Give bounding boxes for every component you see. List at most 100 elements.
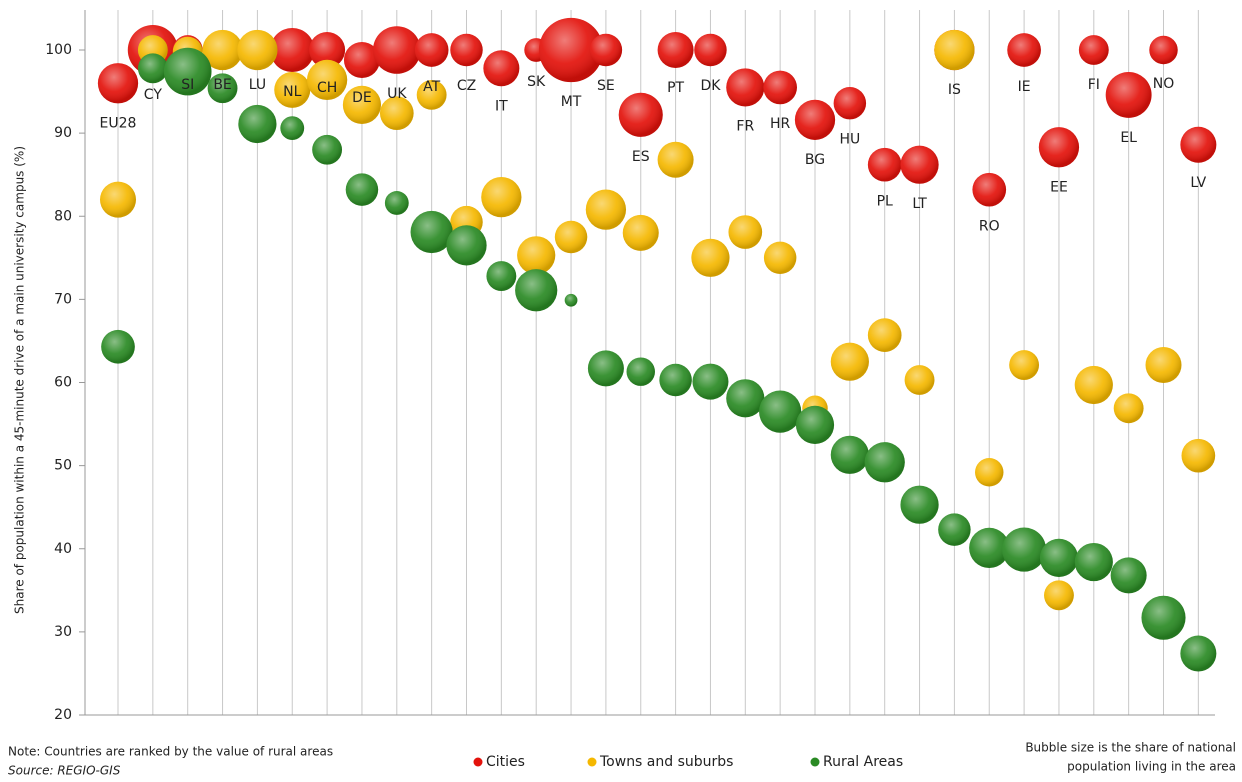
category-label: IE — [1018, 79, 1031, 95]
bubble-highlight — [1181, 438, 1216, 473]
bubble-highlight — [938, 513, 971, 546]
bubble-highlight — [1038, 127, 1080, 168]
bubble-highlight — [622, 214, 659, 251]
category-label: FR — [736, 118, 754, 134]
bubble-highlight — [372, 26, 421, 74]
bubble-highlight — [900, 145, 939, 184]
bubble-highlight — [1149, 35, 1178, 65]
bubble-highlight — [306, 59, 348, 101]
category-label: EE — [1050, 179, 1068, 195]
category-label: LU — [249, 77, 266, 93]
bubble-highlight — [207, 73, 238, 104]
bubble-highlight — [830, 435, 869, 474]
bubble-highlight — [238, 104, 277, 144]
category-label: BE — [213, 77, 231, 93]
bubble-highlight — [763, 70, 797, 105]
bubble-highlight — [830, 342, 869, 381]
y-axis-title: Share of population within a 45-minute d… — [13, 146, 27, 614]
bubble-highlight — [1009, 350, 1040, 380]
category-label: HR — [770, 116, 791, 132]
legend-marker — [473, 757, 483, 767]
y-tick-label: 20 — [54, 707, 72, 723]
bubble-highlight — [1007, 33, 1041, 67]
y-tick-label: 100 — [45, 42, 72, 58]
category-label: RO — [979, 218, 1000, 234]
bubble-highlight — [1145, 347, 1182, 384]
bubble-highlight — [795, 405, 835, 444]
bubble-highlight — [904, 365, 935, 395]
size-note: Bubble size is the share of national — [1025, 741, 1236, 755]
category-label: SE — [597, 78, 615, 94]
bubble-highlight — [1110, 557, 1147, 594]
bubble-highlight — [342, 85, 382, 124]
bubble-highlight — [867, 147, 902, 182]
category-label: CH — [317, 80, 337, 96]
bubble-highlight — [410, 210, 453, 254]
bubble-highlight — [517, 236, 556, 275]
category-label: CZ — [457, 78, 476, 94]
bubble-highlight — [237, 29, 278, 71]
bubble-highlight — [97, 63, 139, 104]
y-tick-label: 50 — [54, 458, 72, 474]
bubble-highlight — [450, 33, 483, 67]
category-label: LV — [1190, 175, 1206, 191]
bubble-highlight — [101, 329, 135, 364]
category-label: MT — [561, 94, 582, 110]
legend-label: Towns and suburbs — [599, 754, 733, 770]
bubble-highlight — [1141, 595, 1186, 640]
bubble-highlight — [309, 32, 346, 68]
category-label: FI — [1088, 77, 1100, 93]
category-label: BG — [805, 152, 825, 168]
bubbles — [97, 17, 1217, 672]
bubble-highlight — [270, 27, 315, 73]
y-tick-label: 90 — [54, 125, 72, 141]
bubble-highlight — [202, 29, 243, 71]
bubble-highlight — [657, 141, 694, 178]
bubble-highlight — [416, 79, 447, 110]
category-label: DE — [352, 90, 372, 106]
category-label: NL — [283, 84, 301, 100]
legend: Cities Towns and suburbs Rural Areas — [473, 754, 903, 770]
category-label: AT — [423, 79, 440, 95]
category-label: CY — [144, 87, 163, 103]
category-label: ES — [632, 149, 650, 165]
bubble-highlight — [833, 86, 867, 120]
y-tick-label: 70 — [54, 291, 72, 307]
bubble-highlight — [312, 134, 343, 165]
size-note: population living in the area — [1067, 760, 1236, 774]
bubble-highlight — [481, 177, 522, 218]
bubble-highlight — [726, 379, 765, 418]
bubble-highlight — [587, 350, 624, 387]
category-label: UK — [387, 86, 407, 102]
bubble-highlight — [969, 527, 1010, 569]
bubble-highlight — [274, 71, 311, 108]
bubble-highlight — [486, 261, 517, 292]
legend-label: Rural Areas — [823, 754, 903, 770]
bubble-highlight — [1105, 71, 1152, 118]
bubble-highlight — [515, 269, 558, 312]
bubble-highlight — [446, 225, 487, 266]
bubble-highlight — [1039, 538, 1079, 577]
bubble-highlight — [867, 318, 902, 352]
bubble-highlight — [1044, 580, 1074, 611]
note: Note: Countries are ranked by the value … — [8, 745, 333, 759]
bubble-highlight — [763, 241, 797, 275]
y-tick-label: 80 — [54, 208, 72, 224]
bubble-highlight — [1074, 365, 1113, 405]
legend-marker — [810, 757, 820, 767]
bubble-highlight — [589, 33, 623, 67]
bubble-highlight — [864, 442, 905, 483]
bubble-highlight — [137, 53, 168, 84]
category-label: EU28 — [100, 115, 137, 131]
bubble-highlight — [483, 50, 520, 87]
bubble-highlight — [691, 238, 730, 277]
category-label: NO — [1153, 76, 1175, 92]
bubble-highlight — [657, 32, 694, 68]
bubble-highlight — [163, 47, 212, 96]
category-label: DK — [700, 78, 721, 94]
bubble-highlight — [759, 390, 802, 433]
category-label: PT — [667, 80, 684, 96]
labels: EU28 CY SI BE LU NL CH DE UK AT CZ IT SK MT SE ES PT DK FR… — [100, 74, 1207, 235]
category-label: IT — [495, 98, 508, 114]
